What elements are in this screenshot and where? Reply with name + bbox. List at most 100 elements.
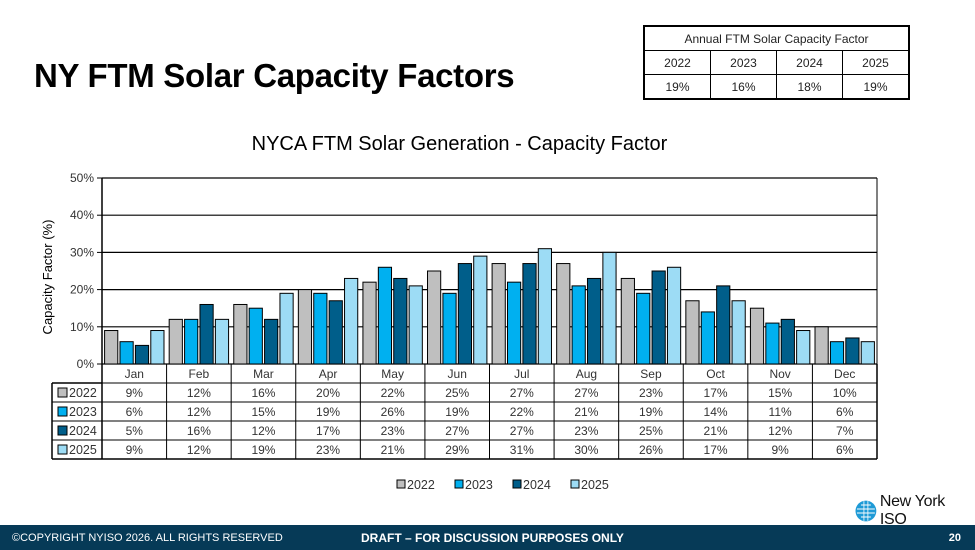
legend-label: 2023 — [465, 478, 493, 492]
bar-2023-dec — [829, 341, 845, 365]
bar-2022-oct — [685, 300, 700, 365]
bar-2024-apr — [328, 300, 343, 365]
table-value-cell: 16% — [251, 386, 275, 400]
table-value-cell: 16% — [187, 424, 211, 438]
table-series-label: 2024 — [69, 424, 97, 438]
bar-2024-jul — [522, 263, 537, 365]
x-category-label: Jun — [448, 367, 467, 381]
table-value-cell: 6% — [836, 443, 854, 457]
bar-2025-dec — [860, 341, 875, 365]
table-value-cell: 29% — [445, 443, 469, 457]
table-value-cell: 9% — [126, 443, 144, 457]
bar-2023-sep — [636, 292, 651, 365]
table-value-cell: 12% — [251, 424, 275, 438]
bar-2022-jun — [427, 270, 442, 365]
legend-label: 2024 — [523, 478, 551, 492]
chart-title: NYCA FTM Solar Generation - Capacity Fac… — [251, 133, 668, 155]
table-value-cell: 23% — [639, 386, 663, 400]
bar-2025-sep — [666, 266, 682, 365]
x-category-label: Mar — [253, 367, 274, 381]
table-value-cell: 17% — [316, 424, 340, 438]
table-value-cell: 9% — [126, 386, 144, 400]
table-value-cell: 15% — [768, 386, 792, 400]
draft-notice: DRAFT – FOR DISCUSSION PURPOSES ONLY — [361, 531, 624, 545]
x-category-label: Feb — [189, 367, 210, 381]
nyiso-logo: New York ISO — [855, 493, 975, 529]
table-value-cell: 19% — [639, 405, 663, 419]
table-value-cell: 23% — [316, 443, 340, 457]
table-value-cell: 26% — [639, 443, 663, 457]
bar-2024-dec — [845, 337, 860, 365]
x-category-label: Jul — [514, 367, 529, 381]
annual-year-cell: 2025 — [842, 50, 910, 75]
bar-2025-oct — [731, 300, 746, 365]
table-value-cell: 17% — [704, 386, 728, 400]
bar-2023-feb — [184, 318, 199, 365]
bar-2023-nov — [765, 322, 780, 365]
bar-2025-jan — [150, 330, 165, 365]
bar-2025-jul — [537, 248, 552, 365]
table-value-cell: 9% — [771, 443, 789, 457]
nyiso-globe-icon — [855, 500, 877, 522]
legend-key-2024 — [57, 425, 68, 436]
table-value-cell: 31% — [510, 443, 534, 457]
table-value-cell: 22% — [381, 386, 405, 400]
bar-2024-oct — [716, 285, 731, 365]
bar-2025-mar — [279, 292, 294, 365]
table-value-cell: 11% — [769, 405, 792, 419]
table-value-cell: 12% — [768, 424, 792, 438]
table-value-cell: 27% — [574, 386, 598, 400]
table-value-cell: 27% — [510, 424, 534, 438]
legend-key-2022 — [57, 387, 68, 398]
y-tick-label: 10% — [70, 320, 94, 334]
bar-2022-apr — [297, 289, 313, 365]
page-number: 20 — [948, 532, 961, 544]
x-category-label: May — [381, 367, 404, 381]
table-series-label: 2023 — [69, 405, 97, 419]
bar-2024-mar — [264, 318, 279, 365]
annual-capacity-factor-table: Annual FTM Solar Capacity Factor 2022 20… — [643, 25, 910, 100]
bar-2023-jul — [506, 281, 522, 365]
legend-swatch-2022 — [396, 479, 406, 489]
bar-2023-oct — [700, 311, 715, 365]
bar-2022-jul — [491, 263, 506, 365]
bar-2023-mar — [248, 307, 263, 365]
table-series-label: 2025 — [69, 443, 97, 457]
table-value-cell: 14% — [704, 405, 728, 419]
legend-swatch-2024 — [512, 479, 522, 489]
y-tick-label: 30% — [70, 245, 94, 259]
bar-2024-sep — [651, 270, 666, 365]
bar-2025-feb — [214, 318, 230, 365]
x-category-label: Dec — [834, 367, 855, 381]
table-value-cell: 21% — [704, 424, 728, 438]
bar-2023-may — [377, 266, 393, 365]
bar-2025-nov — [796, 330, 811, 365]
bar-2024-aug — [586, 277, 602, 365]
annual-year-cell: 2024 — [776, 50, 843, 75]
x-category-label: Jan — [125, 367, 144, 381]
table-value-cell: 22% — [510, 405, 534, 419]
table-value-cell: 10% — [833, 386, 857, 400]
logo-text: New York ISO — [879, 493, 946, 528]
bar-2025-apr — [344, 277, 359, 365]
table-value-cell: 23% — [381, 424, 405, 438]
annual-value-cell: 19% — [643, 74, 711, 100]
x-category-label: Sep — [640, 367, 662, 381]
y-tick-label: 0% — [77, 357, 95, 371]
legend-swatch-2025 — [570, 479, 580, 489]
bar-2022-may — [362, 281, 377, 365]
bar-2024-feb — [199, 303, 214, 365]
table-value-cell: 21% — [381, 443, 405, 457]
table-value-cell: 26% — [381, 405, 405, 419]
table-value-cell: 6% — [836, 405, 854, 419]
legend-label: 2022 — [407, 478, 435, 492]
table-value-cell: 15% — [251, 405, 275, 419]
legend-label: 2025 — [581, 478, 609, 492]
legend-swatch-2023 — [454, 479, 464, 489]
y-tick-label: 20% — [70, 283, 94, 297]
bar-2025-jun — [473, 255, 488, 365]
x-category-label: Aug — [576, 367, 597, 381]
annual-year-cell: 2023 — [710, 50, 777, 75]
table-value-cell: 27% — [510, 386, 534, 400]
copyright-text: ©COPYRIGHT NYISO 2026. ALL RIGHTS RESERV… — [12, 532, 283, 544]
